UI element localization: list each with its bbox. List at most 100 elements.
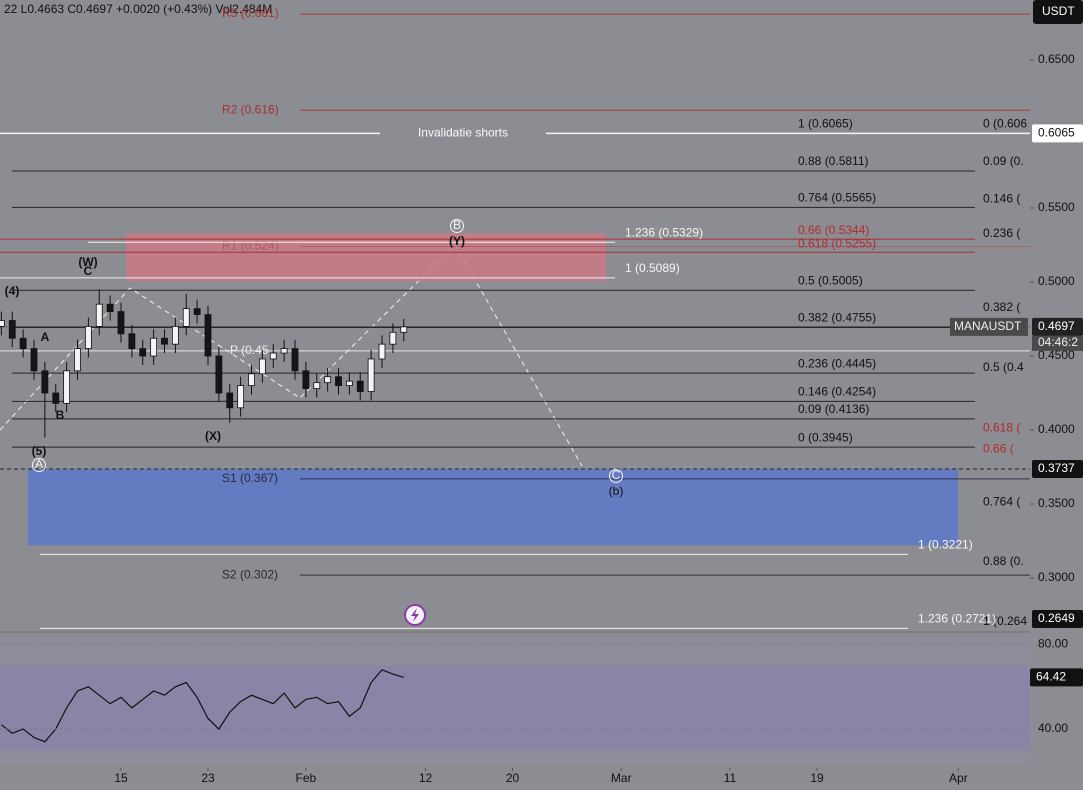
rsi-tick-label: 40.00 — [1038, 721, 1068, 735]
pivot-label: R3 (0.681) — [222, 6, 279, 20]
candle-body — [204, 314, 212, 357]
x-tick-label: 12 — [419, 771, 433, 785]
candle-body — [302, 370, 310, 389]
candle-body — [193, 308, 201, 315]
fib-label: 0.146 (0.4254) — [798, 385, 876, 399]
wave-label: (5) — [32, 444, 47, 458]
wave-label: A — [41, 330, 50, 344]
rsi-line — [1, 669, 404, 743]
fib-right-label: 0.618 ( — [983, 421, 1020, 435]
candle-body — [84, 325, 92, 350]
fib-label: 0.5 (0.5005) — [798, 273, 863, 287]
fib-label: 0 (0.3945) — [798, 430, 853, 444]
candle-body — [400, 326, 408, 333]
candle-body — [269, 352, 277, 360]
wave-label: (Y) — [449, 234, 465, 248]
fib-label: 0.382 (0.4755) — [798, 310, 876, 324]
pivot-label: P (0.45 — [230, 343, 269, 357]
y-tick-label: 0.3500 — [1038, 496, 1075, 510]
x-tick-label: Mar — [611, 771, 632, 785]
x-tick-label: Apr — [949, 771, 968, 785]
candle-body — [19, 337, 27, 350]
price-tag: 0.6065 — [1038, 126, 1075, 140]
x-tick-label: 11 — [724, 771, 737, 785]
candle-body — [345, 380, 353, 387]
candle-body — [0, 320, 5, 327]
symbol-bg — [950, 317, 1028, 336]
price-tag-bg — [1032, 459, 1083, 478]
candle-body — [63, 370, 71, 404]
candle-body — [356, 380, 364, 392]
fib-right-label: 0.88 (0. — [983, 554, 1024, 568]
fib-label: 0.764 (0.5565) — [798, 191, 876, 205]
candle-body — [367, 358, 375, 392]
price-tag-bg — [1032, 124, 1083, 143]
wave-label: C — [84, 264, 93, 278]
candle-body — [182, 308, 190, 327]
candle-body — [8, 320, 16, 339]
wave-label: C — [612, 468, 621, 482]
extension-label: 1 (0.3221) — [918, 538, 973, 552]
note: Invalidatie shorts — [418, 126, 508, 140]
y-tick-label: 0.5000 — [1038, 274, 1075, 288]
fib-label-red: 0.618 (0.5255) — [798, 236, 876, 250]
x-tick-label: 23 — [201, 771, 215, 785]
last-price-tag: 0.4697 — [1038, 319, 1075, 333]
fib-right-label: 0.5 (0.4 — [983, 360, 1024, 374]
candle-body — [324, 376, 332, 384]
candle-body — [291, 348, 299, 372]
candle-body — [128, 333, 136, 350]
fib-right-label: 0.146 ( — [983, 191, 1020, 205]
candle-body — [280, 348, 288, 354]
zone — [126, 233, 606, 282]
y-tick-label: 0.6500 — [1038, 52, 1075, 66]
fib-right-label: 0.66 ( — [983, 441, 1014, 455]
candle-body — [106, 303, 114, 312]
wave-label: (4) — [5, 284, 20, 298]
last-price-tag-bg — [1032, 317, 1083, 336]
candle-body — [389, 331, 397, 345]
rsi-band — [0, 665, 1030, 751]
candle-body — [74, 348, 81, 372]
wave-circle — [32, 458, 46, 472]
candle-body — [150, 337, 158, 357]
countdown: 04:46:2 — [1038, 335, 1078, 349]
candle-body — [171, 325, 179, 345]
y-tick-label: 0.4000 — [1038, 422, 1075, 436]
candle-body — [248, 373, 255, 387]
x-tick-label: Feb — [296, 771, 317, 785]
candle-body — [226, 392, 234, 409]
fib-right-label: 0.382 ( — [983, 300, 1020, 314]
event-icon-bolt — [411, 608, 419, 622]
currency-bg — [1033, 0, 1083, 24]
zone — [28, 468, 958, 546]
pivot-label: R1 (0.524) — [222, 239, 279, 253]
countdown-bg — [1032, 335, 1083, 351]
rsi-tag-bg — [1030, 668, 1083, 687]
symbol: MANAUSDT — [954, 319, 1022, 333]
candle-body — [313, 382, 321, 389]
currency: USDT — [1042, 4, 1075, 18]
candle-body — [117, 311, 125, 335]
candle-body — [41, 370, 49, 394]
wave-circle — [450, 219, 464, 233]
fib-right-label: 0.236 ( — [983, 226, 1020, 240]
x-tick-label: 20 — [506, 771, 520, 785]
rsi-tag: 64.42 — [1036, 670, 1066, 684]
candle-body — [95, 303, 103, 327]
wave-label: B — [453, 218, 461, 232]
fib-right-label: 0.764 ( — [983, 495, 1020, 509]
y-tick-label: 0.5500 — [1038, 200, 1075, 214]
pivot-label: R2 (0.616) — [222, 102, 279, 116]
wave-label: (X) — [205, 429, 221, 443]
candle-body — [139, 348, 147, 357]
price-tag-bg — [1032, 610, 1083, 628]
extension-label: 1.236 (0.2721) — [918, 612, 996, 626]
candle-body — [335, 376, 342, 387]
wave-label: (b) — [609, 484, 624, 498]
extension-label: 1.236 (0.5329) — [625, 225, 703, 239]
fib-right-label: 1 (0.264 — [983, 614, 1027, 628]
price-tag: 0.2649 — [1038, 611, 1075, 625]
